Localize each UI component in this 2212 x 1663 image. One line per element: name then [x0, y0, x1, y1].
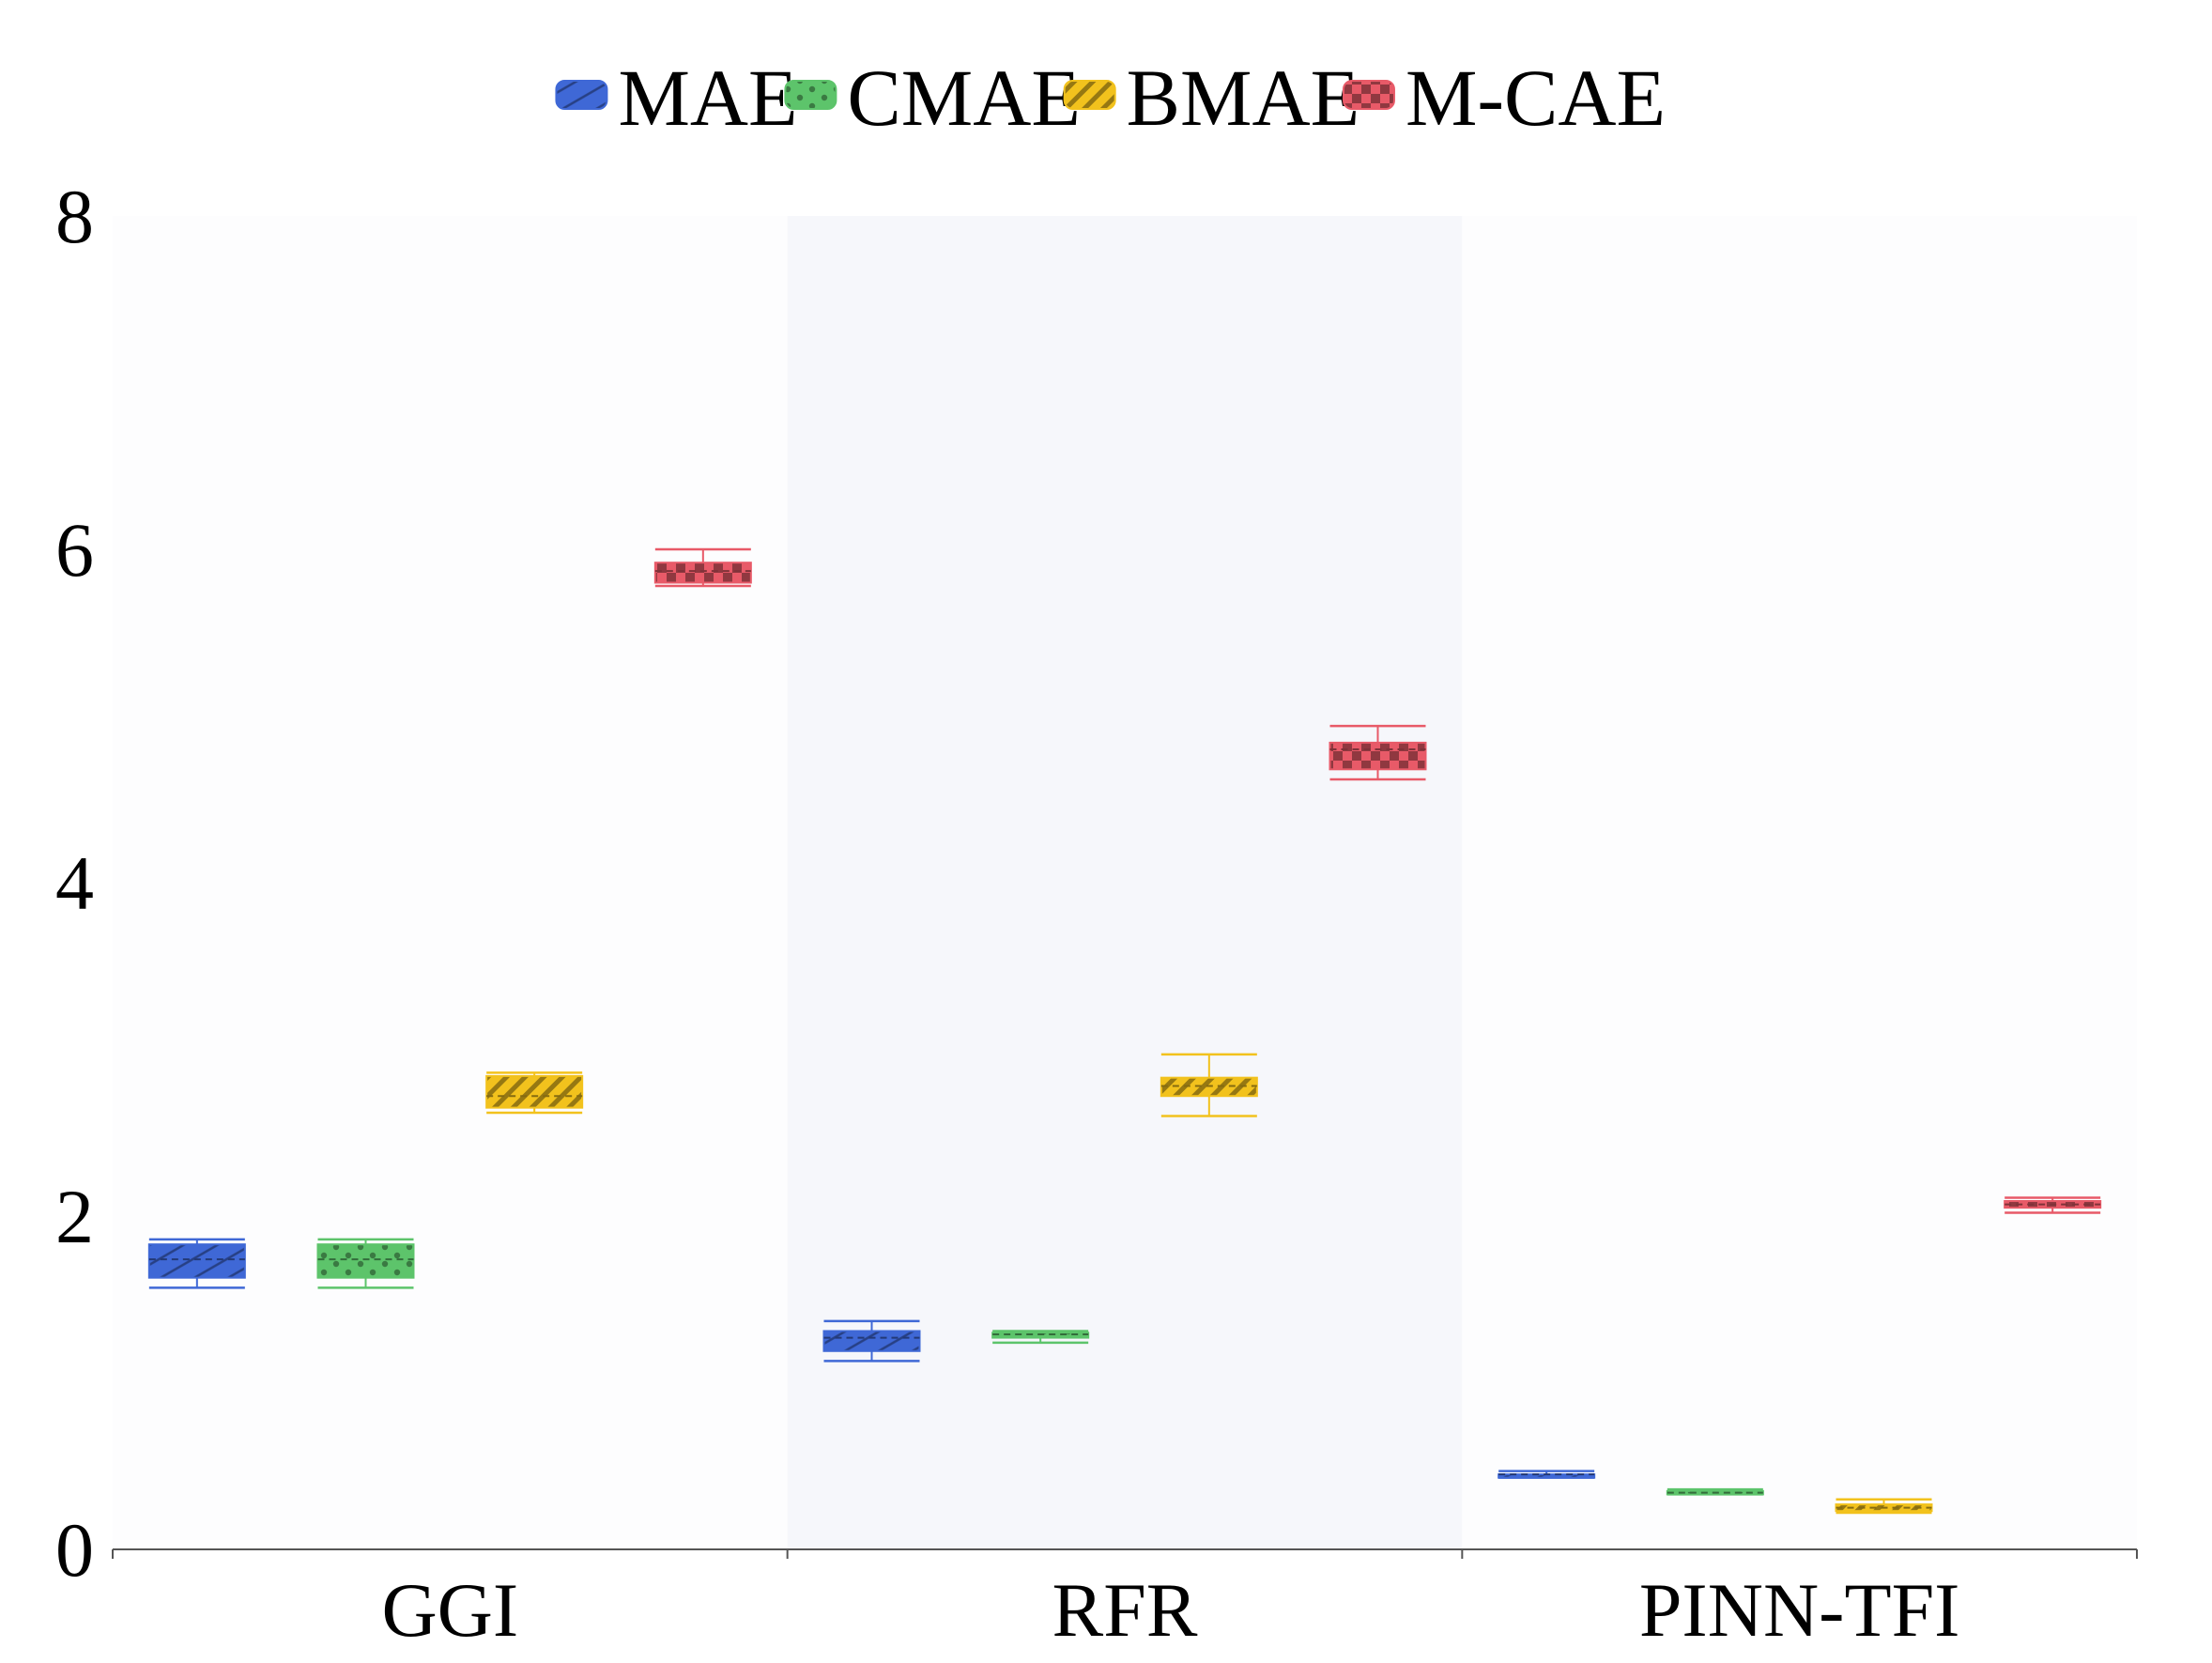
box-iqr — [485, 1074, 584, 1109]
box-series — [147, 547, 2102, 1515]
legend-item-m-cae[interactable]: M-CAE — [1342, 53, 1666, 143]
category-band — [1462, 216, 2137, 1549]
box-cmae-pinn-tfi — [1666, 1487, 1764, 1496]
category-band — [787, 216, 1463, 1549]
box-iqr — [147, 1243, 246, 1279]
legend-swatch — [555, 80, 608, 110]
box-m-cae-pinn-tfi — [2004, 1196, 2102, 1214]
x-tick-label: GGI — [381, 1567, 518, 1653]
legend-label: BMAE — [1127, 53, 1359, 143]
axes: 0 2 4 6 8 GGI RFR PINN-TFI — [55, 174, 2138, 1653]
category-bands — [113, 216, 2137, 1549]
legend-item-bmae[interactable]: BMAE — [1063, 53, 1359, 143]
x-tick-label: PINN-TFI — [1639, 1567, 1960, 1653]
x-tick-label: RFR — [1052, 1567, 1198, 1653]
box-mae-pinn-tfi — [1498, 1470, 1596, 1479]
box-iqr — [316, 1243, 415, 1279]
box-bmae-ggi — [485, 1071, 584, 1115]
legend-swatch — [1063, 80, 1116, 110]
box-bmae-rfr — [1160, 1053, 1258, 1117]
legend-label: MAE — [618, 53, 797, 143]
y-tick-label: 6 — [55, 507, 94, 593]
box-cmae-rfr — [991, 1330, 1090, 1345]
legend-item-cmae[interactable]: CMAE — [784, 53, 1081, 143]
y-tick-label: 8 — [55, 174, 94, 259]
legend-item-mae[interactable]: MAE — [555, 53, 798, 143]
box-bmae-pinn-tfi — [1835, 1498, 1933, 1515]
legend-swatch — [1342, 80, 1395, 110]
box-iqr — [653, 562, 752, 584]
box-iqr — [822, 1330, 921, 1352]
legend-label: CMAE — [847, 53, 1080, 143]
category-band — [113, 216, 788, 1549]
y-tick-label: 2 — [55, 1174, 94, 1259]
box-mae-rfr — [822, 1319, 921, 1363]
legend: MAE CMAE BMAE M-CAE — [555, 53, 1666, 143]
box-iqr — [1329, 741, 1427, 771]
box-m-cae-rfr — [1329, 724, 1427, 781]
legend-label: M-CAE — [1406, 53, 1666, 143]
box-m-cae-ggi — [653, 547, 752, 588]
box-cmae-ggi — [316, 1238, 415, 1289]
box-mae-ggi — [147, 1238, 246, 1289]
y-tick-label: 4 — [55, 840, 94, 926]
legend-swatch — [784, 80, 837, 110]
y-tick-label: 0 — [55, 1507, 94, 1593]
